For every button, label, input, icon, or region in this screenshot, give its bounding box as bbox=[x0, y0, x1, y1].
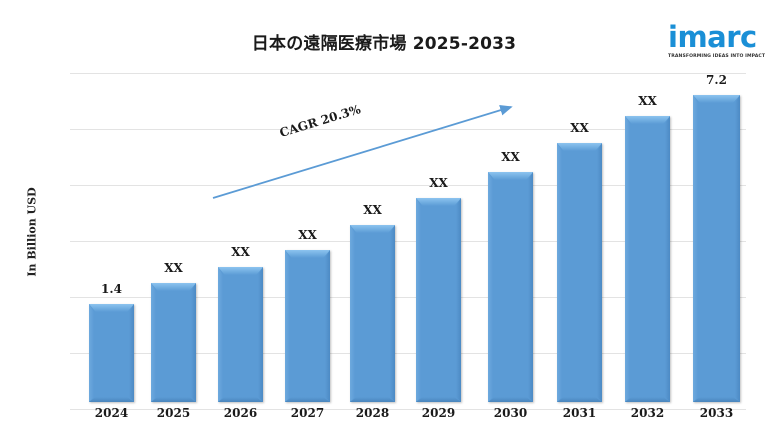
value-label-2028: XX bbox=[363, 203, 382, 217]
bar-2024 bbox=[89, 304, 134, 402]
bar-bevel-left bbox=[488, 172, 493, 402]
bar-bevel-right bbox=[665, 116, 670, 402]
bar-bevel-left bbox=[625, 116, 630, 402]
gridline bbox=[70, 73, 746, 74]
value-label-2024: 1.4 bbox=[101, 282, 122, 296]
bar-bevel-right bbox=[456, 198, 461, 402]
bar-2029 bbox=[416, 198, 461, 402]
x-tick-2027: 2027 bbox=[290, 406, 325, 420]
imarc-logo: imarc TRANSFORMING IDEAS INTO IMPACT bbox=[668, 16, 766, 64]
bar-bevel-right bbox=[390, 225, 395, 402]
bar-bevel-left bbox=[416, 198, 421, 402]
value-label-2029: XX bbox=[429, 176, 448, 190]
bar-2031 bbox=[557, 143, 602, 402]
x-tick-2032: 2032 bbox=[630, 406, 665, 420]
bar-bevel-left bbox=[557, 143, 562, 402]
bar-bevel-left bbox=[151, 283, 156, 402]
bar-2028 bbox=[350, 225, 395, 402]
x-tick-2025: 2025 bbox=[156, 406, 191, 420]
value-label-2032: XX bbox=[638, 94, 657, 108]
chart-title: 日本の遠隔医療市場 2025-2033 bbox=[251, 34, 517, 54]
x-tick-2024: 2024 bbox=[94, 406, 129, 420]
value-label-2025: XX bbox=[164, 261, 183, 275]
bar-bevel-right bbox=[735, 95, 740, 402]
value-label-2031: XX bbox=[570, 121, 589, 135]
x-tick-2033: 2033 bbox=[699, 406, 734, 420]
x-tick-2031: 2031 bbox=[562, 406, 597, 420]
bar-bevel-right bbox=[129, 304, 134, 402]
bar-bevel-right bbox=[325, 250, 330, 402]
bar-2026 bbox=[218, 267, 263, 402]
bar-2027 bbox=[285, 250, 330, 402]
bar-2033 bbox=[693, 95, 740, 402]
baseline-gridline bbox=[70, 409, 746, 410]
bar-2025 bbox=[151, 283, 196, 402]
bar-bevel-left bbox=[350, 225, 355, 402]
value-label-2026: XX bbox=[231, 245, 250, 259]
bar-bevel-left bbox=[285, 250, 290, 402]
value-label-2033: 7.2 bbox=[706, 73, 727, 87]
bar-2030 bbox=[488, 172, 533, 402]
gridline bbox=[70, 353, 746, 354]
value-label-2027: XX bbox=[298, 228, 317, 242]
bar-bevel-right bbox=[597, 143, 602, 402]
y-axis-label: In Billion USD bbox=[25, 187, 39, 277]
cagr-annotation: CAGR 20.3% bbox=[277, 102, 363, 140]
bar-bevel-left bbox=[693, 95, 698, 402]
bar-bevel-right bbox=[191, 283, 196, 402]
logo-tagline: TRANSFORMING IDEAS INTO IMPACT bbox=[668, 54, 766, 59]
bar-bevel-left bbox=[89, 304, 94, 402]
bar-bevel-right bbox=[528, 172, 533, 402]
bar-bevel-left bbox=[218, 267, 223, 402]
logo-wordmark: imarc bbox=[668, 20, 757, 54]
x-tick-2026: 2026 bbox=[223, 406, 258, 420]
bar-2032 bbox=[625, 116, 670, 402]
x-tick-2028: 2028 bbox=[355, 406, 390, 420]
x-tick-2029: 2029 bbox=[421, 406, 456, 420]
gridline bbox=[70, 297, 746, 298]
value-label-2030: XX bbox=[501, 150, 520, 164]
x-tick-2030: 2030 bbox=[493, 406, 528, 420]
gridline bbox=[70, 241, 746, 242]
bar-bevel-right bbox=[258, 267, 263, 402]
